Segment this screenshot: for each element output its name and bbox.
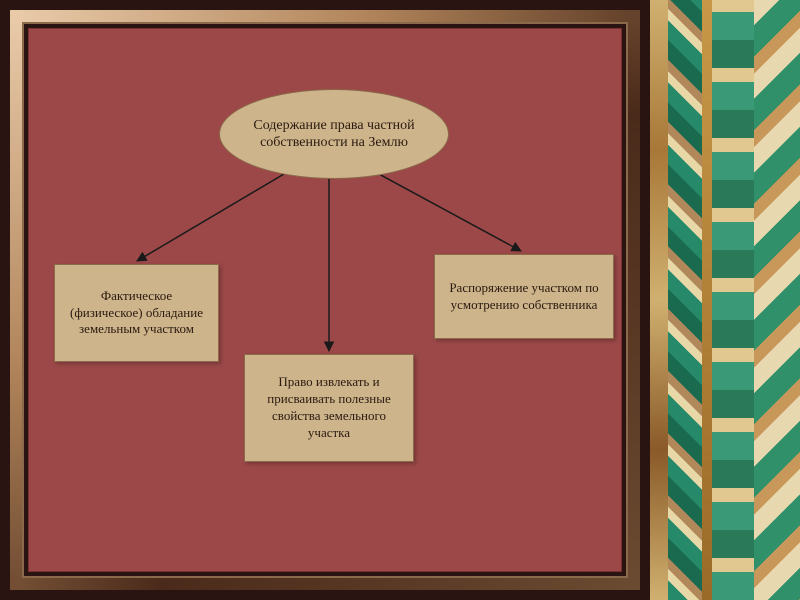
decorative-side-panel [650, 0, 800, 600]
child-label: Распоряжение участком по усмотрению собс… [445, 280, 603, 314]
decorative-stripe [702, 0, 712, 600]
child-node-left: Фактическое (физическое) обладание земел… [54, 264, 219, 362]
child-node-right: Распоряжение участком по усмотрению собс… [434, 254, 614, 339]
decorative-stripe [650, 0, 668, 600]
root-node: Содержание права частной собственности н… [219, 89, 449, 179]
child-label: Право извлекать и присваивать полезные с… [255, 374, 403, 442]
picture-frame: Содержание права частной собственности н… [10, 10, 640, 590]
root-label: Содержание права частной собственности н… [244, 117, 424, 152]
slide: Содержание права частной собственности н… [0, 0, 800, 600]
slide-canvas: Содержание права частной собственности н… [28, 28, 622, 572]
child-label: Фактическое (физическое) обладание земел… [65, 288, 208, 339]
decorative-stripe [754, 0, 800, 600]
decorative-stripe [712, 0, 754, 600]
child-node-middle: Право извлекать и присваивать полезные с… [244, 354, 414, 462]
decorative-stripe [668, 0, 702, 600]
